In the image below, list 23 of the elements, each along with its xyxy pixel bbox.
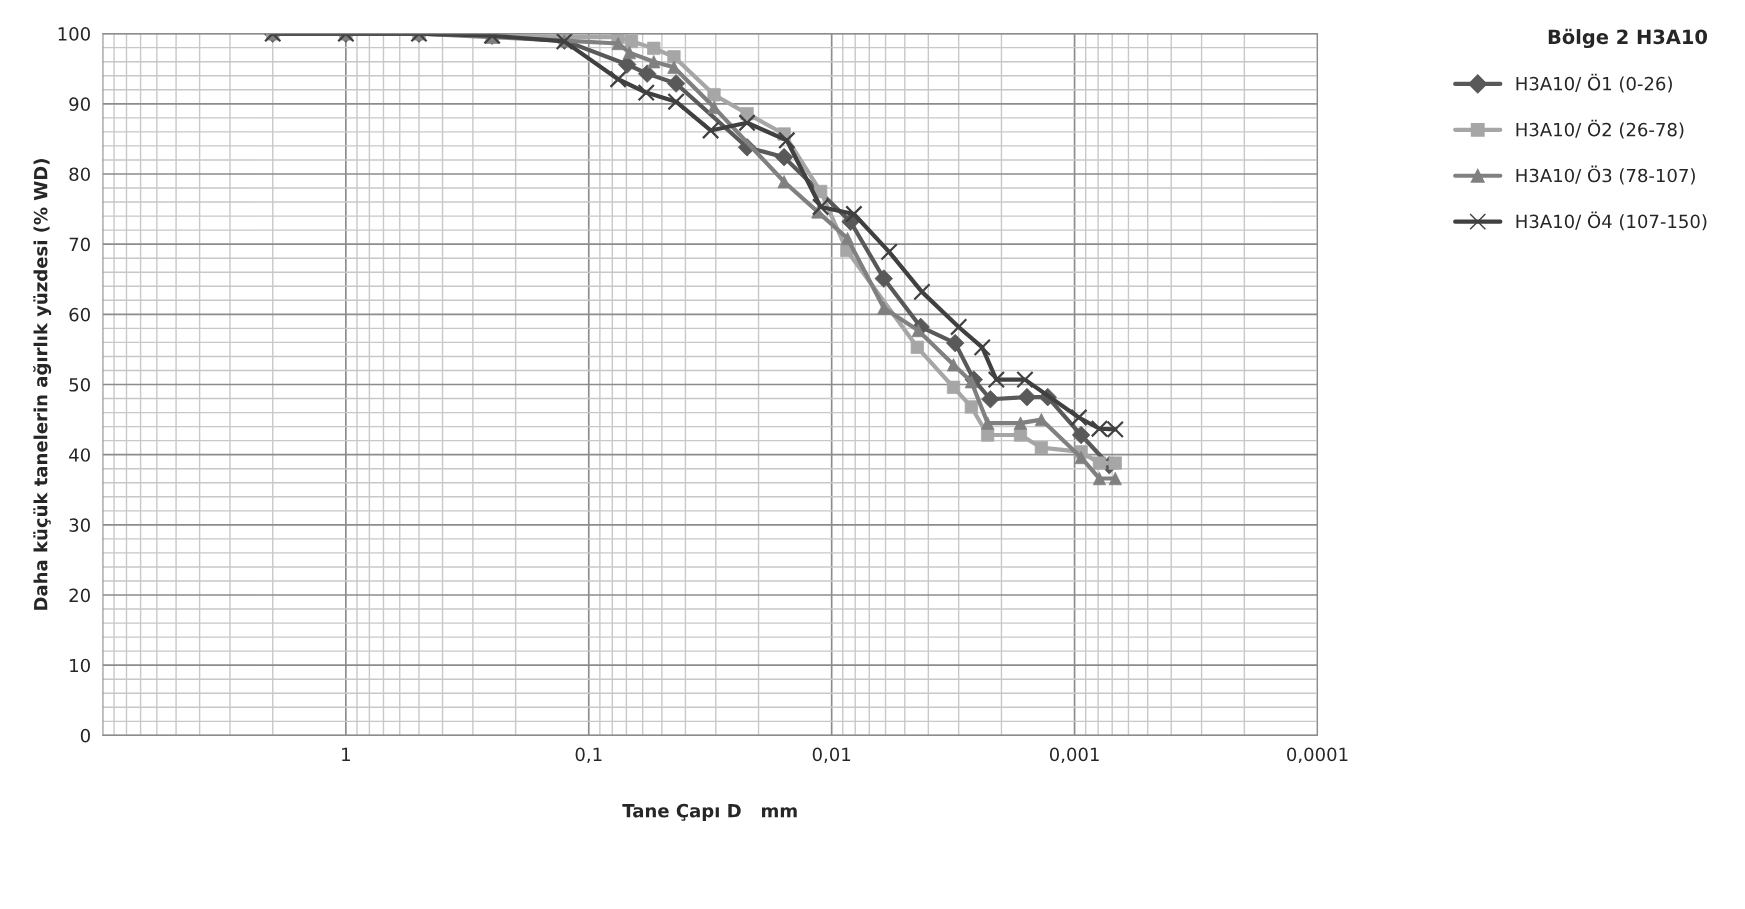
y-tick-label: 40 (69, 448, 90, 462)
x-tick-label: 0,001 (1049, 747, 1099, 763)
legend-title: Bölge 2 H3A10 (1548, 28, 1708, 49)
y-tick-label: 100 (58, 27, 90, 41)
y-tick-label: 60 (69, 307, 90, 322)
y-tick-label: 20 (69, 588, 90, 603)
x-axis-title: Tane Çapı D mm (622, 803, 797, 822)
legend-label: H3A10/ Ö3 (78-107) (1516, 165, 1695, 185)
y-tick-label: 30 (69, 518, 90, 532)
y-tick-label: 90 (69, 97, 90, 111)
x-tick-label: 0,1 (575, 747, 602, 763)
y-tick-label: 80 (69, 167, 90, 182)
y-tick-label: 0 (80, 728, 90, 743)
y-axis-title: Daha küçük tanelerin ağırlık yüzdesi (% WD) (33, 159, 52, 610)
x-tick-label: 1 (342, 747, 350, 761)
y-tick-label: 10 (70, 658, 90, 673)
y-tick-label: 70 (69, 237, 90, 252)
x-tick-label: 0,0001 (1287, 747, 1348, 763)
y-tick-label: 50 (69, 377, 90, 392)
x-tick-label: 0,01 (812, 747, 851, 763)
legend-label: H3A10/ Ö4 (107-150) (1516, 211, 1707, 231)
legend-label: H3A10/ Ö2 (26-78) (1516, 119, 1684, 139)
legend-label: H3A10/ Ö1 (0-26) (1516, 73, 1672, 93)
